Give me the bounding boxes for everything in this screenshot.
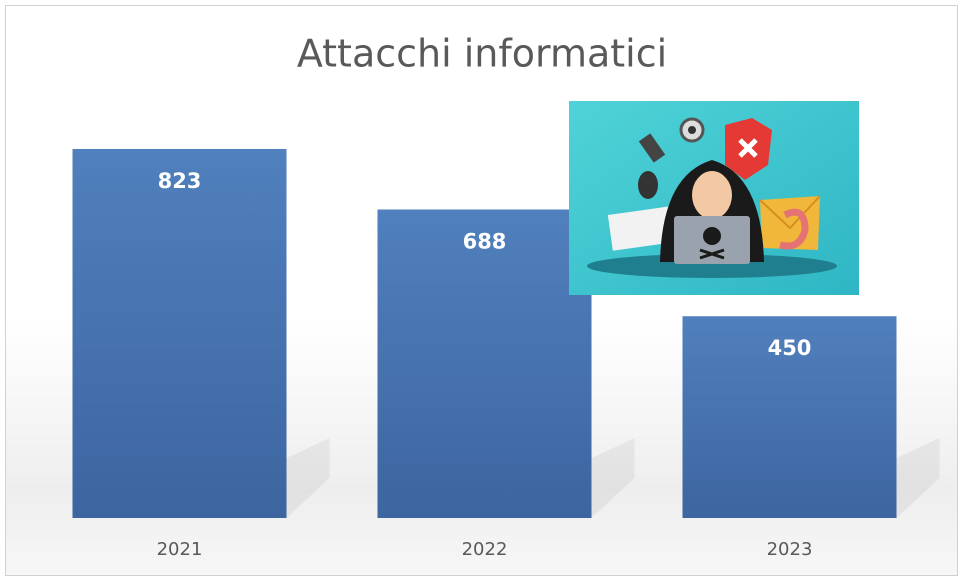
data-label: 823 bbox=[158, 169, 202, 193]
bar bbox=[73, 149, 287, 518]
chart: Attacchi informatici 2021 823 2022 688 2023 4… bbox=[0, 0, 964, 581]
illustration bbox=[569, 101, 859, 295]
data-label: 450 bbox=[768, 336, 812, 360]
chart-title: Attacchi informatici bbox=[297, 32, 667, 76]
x-tick-label: 2021 bbox=[157, 539, 203, 560]
x-tick-label: 2023 bbox=[767, 539, 813, 560]
bar bbox=[378, 210, 592, 518]
data-label: 688 bbox=[463, 230, 507, 254]
x-tick-label: 2022 bbox=[462, 539, 508, 560]
